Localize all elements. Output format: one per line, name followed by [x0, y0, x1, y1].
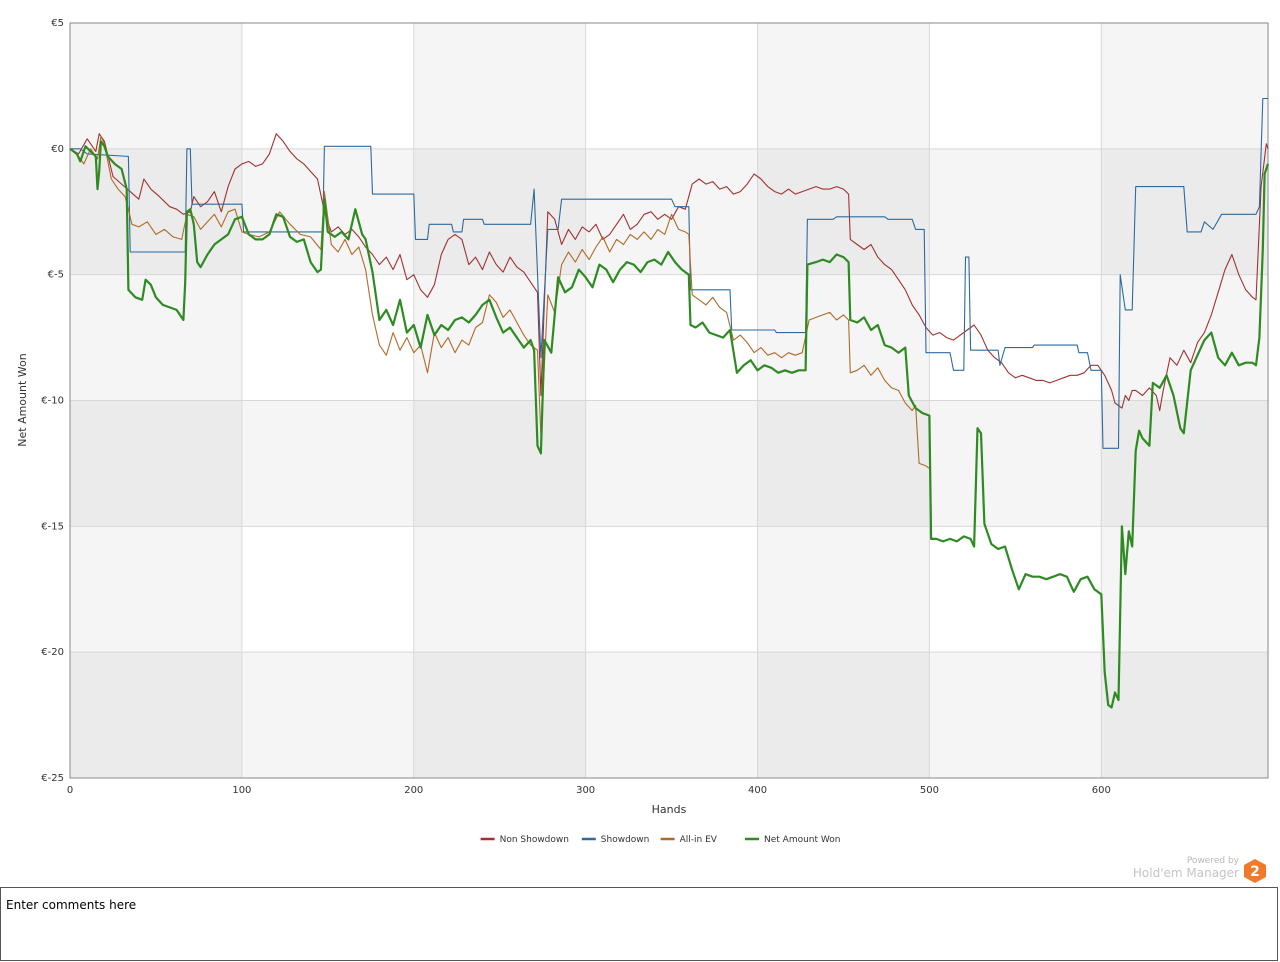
hem-logo-icon: 2 — [1244, 859, 1266, 883]
y-tick-label: €-10 — [41, 396, 64, 407]
plot-band — [1101, 148, 1268, 275]
plot-band — [929, 23, 1102, 149]
plot-band — [929, 400, 1102, 527]
comments-input[interactable] — [0, 887, 1278, 961]
grid-lines — [70, 23, 1268, 778]
plot-band — [241, 23, 414, 149]
legend-label-showdown: Showdown — [601, 835, 650, 845]
plot-band — [241, 526, 414, 653]
plot-band — [413, 148, 586, 275]
x-tick-label: 400 — [748, 785, 767, 796]
plot-band — [757, 274, 930, 401]
y-axis-title: Net Amount Won — [16, 353, 29, 446]
legend-label-net-amount-won: Net Amount Won — [764, 835, 840, 845]
series-line-net-amount-won — [69, 140, 1270, 709]
plot-band — [757, 652, 930, 778]
series-line-all-in-ev — [69, 135, 930, 469]
x-tick-label: 600 — [1092, 785, 1111, 796]
chart: 0 100 200 300 400 500 600 €5€0€-5€-10€-15€-20€… — [16, 18, 1270, 845]
y-tick-label: €-25 — [41, 773, 64, 784]
plot-band — [70, 400, 242, 527]
y-tick-label: €-20 — [41, 647, 64, 658]
plot-band — [70, 526, 242, 653]
legend-label-all-in-ev: All-in EV — [680, 835, 718, 845]
plot-band — [929, 148, 1102, 275]
series-layer — [69, 97, 1270, 709]
plot-band — [413, 652, 586, 778]
plot-band — [757, 400, 930, 527]
plot-band — [241, 148, 414, 275]
legend: Non Showdown Showdown All-in EV Net Amount … — [480, 835, 840, 845]
plot-band — [585, 652, 758, 778]
legend-label-non-showdown: Non Showdown — [500, 835, 569, 845]
plot-band — [70, 652, 242, 778]
x-tick-label: 0 — [67, 785, 73, 796]
plot-band — [585, 148, 758, 275]
plot-band — [757, 148, 930, 275]
plot-band — [929, 274, 1102, 401]
plot-band — [413, 526, 586, 653]
powered-by-label: Powered by — [1186, 856, 1239, 866]
x-tick-label: 300 — [576, 785, 595, 796]
y-tick-label: €-5 — [48, 270, 64, 281]
plot-band — [413, 23, 586, 149]
hem-logo-text: 2 — [1250, 864, 1260, 880]
plot-band — [1101, 23, 1268, 149]
plot-band — [929, 652, 1102, 778]
y-tick-label: €-15 — [41, 521, 64, 532]
plot-band — [1101, 652, 1268, 778]
plot-background-bands — [70, 23, 1268, 778]
plot-band — [585, 400, 758, 527]
plot-band — [241, 400, 414, 527]
x-axis-ticks: 0 100 200 300 400 500 600 — [67, 785, 1111, 796]
plot-band — [1101, 526, 1268, 653]
plot-band — [70, 274, 242, 401]
x-tick-label: 500 — [920, 785, 939, 796]
plot-band — [585, 274, 758, 401]
plot-band — [757, 23, 930, 149]
brand-name: Hold'em Manager — [1132, 866, 1239, 880]
x-axis-title: Hands — [652, 803, 687, 816]
series-line-showdown — [70, 97, 1268, 449]
plot-band — [413, 274, 586, 401]
y-tick-label: €5 — [51, 18, 64, 29]
plot-band — [585, 23, 758, 149]
x-tick-label: 100 — [232, 785, 251, 796]
plot-band — [241, 274, 414, 401]
y-axis-ticks: €5 €0 €-5 €-10 €-15 €-20 €-25 — [41, 18, 64, 784]
plot-band — [70, 23, 242, 149]
plot-area-frame — [69, 22, 1269, 779]
y-tick-label: €0 — [51, 144, 64, 155]
plot-band — [585, 526, 758, 653]
series-line-non-showdown — [69, 133, 1269, 412]
plot-band — [241, 652, 414, 778]
plot-band — [757, 526, 930, 653]
x-tick-label: 200 — [404, 785, 423, 796]
plot-band — [413, 400, 586, 527]
plot-band — [1101, 274, 1268, 401]
